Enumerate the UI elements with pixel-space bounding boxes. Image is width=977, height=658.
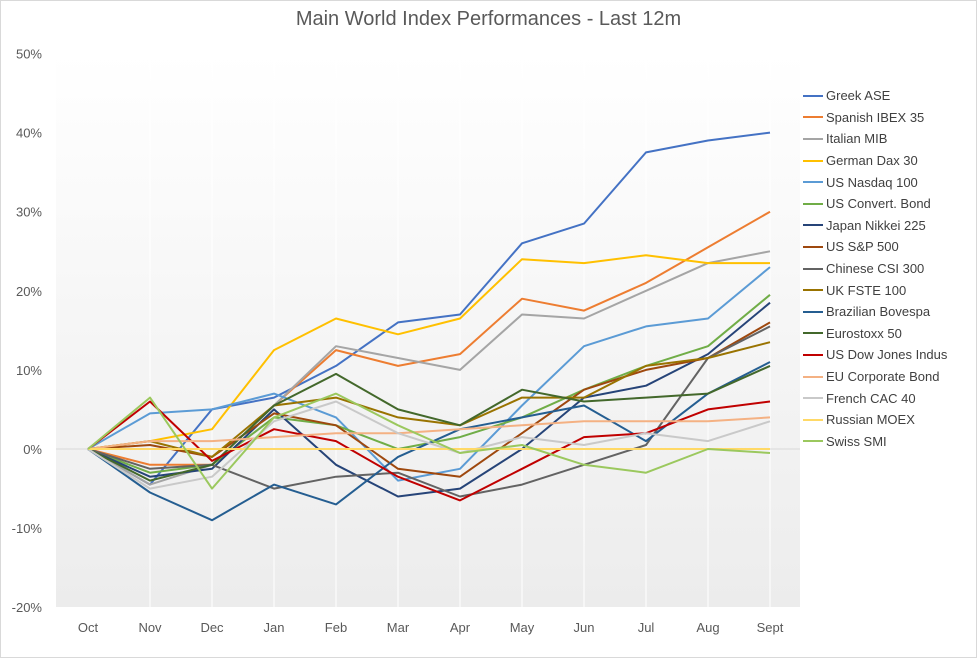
legend-swatch <box>803 289 823 292</box>
legend-label: EU Corporate Bond <box>826 369 940 385</box>
legend-swatch <box>803 418 823 421</box>
series-line-swiss-smi <box>87 392 771 490</box>
x-tick-label: Sept <box>757 620 784 635</box>
series-group <box>87 131 771 522</box>
legend-item-spanish-ibex-35: Spanish IBEX 35 <box>803 107 947 129</box>
legend-swatch <box>803 181 823 184</box>
y-tick-label: 30% <box>16 205 42 220</box>
legend-item-eu-corporate-bond: EU Corporate Bond <box>803 366 947 388</box>
series-line-us-nasdaq-100 <box>87 266 771 482</box>
legend-item-french-cac-40: French CAC 40 <box>803 387 947 409</box>
legend-label: Eurostoxx 50 <box>826 325 902 341</box>
legend-label: UK FSTE 100 <box>826 282 907 298</box>
legend-item-swiss-smi: Swiss SMI <box>803 431 947 453</box>
legend-item-us-s-p-500: US S&P 500 <box>803 236 947 258</box>
x-tick-label: Apr <box>450 620 471 635</box>
series-line-eu-corporate-bond <box>87 416 771 450</box>
legend-swatch <box>803 397 823 400</box>
legend-item-brazilian-bovespa: Brazilian Bovespa <box>803 301 947 323</box>
x-axis: Oct Nov Dec Jan Feb Mar Apr May Jun Jul Aug Sept <box>78 620 784 635</box>
legend-item-us-dow-jones-indus: US Dow Jones Indus <box>803 344 947 366</box>
y-tick-label: 50% <box>16 47 42 62</box>
legend-label: Japan Nikkei 225 <box>826 217 926 233</box>
legend-swatch <box>803 310 823 313</box>
legend-item-eurostoxx-50: Eurostoxx 50 <box>803 323 947 345</box>
legend-label: Spanish IBEX 35 <box>826 109 925 125</box>
legend-swatch <box>803 353 823 356</box>
legend-swatch <box>803 375 823 378</box>
x-tick-label: Oct <box>78 620 99 635</box>
chart-title: Main World Index Performances - Last 12m <box>295 8 682 30</box>
legend-label: German Dax 30 <box>826 153 918 169</box>
y-tick-label: 40% <box>16 126 42 141</box>
x-tick-label: Jun <box>574 620 595 635</box>
legend-swatch <box>803 224 823 227</box>
x-tick-label: Jan <box>264 620 285 635</box>
y-tick-label: 10% <box>16 363 42 378</box>
series-line-greek-ase <box>87 131 771 486</box>
legend-swatch <box>803 245 823 248</box>
legend-label: Brazilian Bovespa <box>826 304 931 320</box>
legend-item-us-convert-bond: US Convert. Bond <box>803 193 947 215</box>
y-tick-label: -10% <box>12 521 43 536</box>
series-line-german-dax-30 <box>87 254 770 450</box>
legend-item-uk-fste-100: UK FSTE 100 <box>803 279 947 301</box>
legend-label: Greek ASE <box>826 88 891 104</box>
x-tick-label: Aug <box>696 620 719 635</box>
legend-swatch <box>803 116 823 119</box>
legend-label: US S&P 500 <box>826 239 899 255</box>
legend-swatch <box>803 137 823 140</box>
y-tick-label: 20% <box>16 284 42 299</box>
legend-item-greek-ase: Greek ASE <box>803 85 947 107</box>
x-tick-label: Nov <box>138 620 162 635</box>
legend-item-italian-mib: Italian MIB <box>803 128 947 150</box>
legend-label: French CAC 40 <box>826 390 916 406</box>
x-tick-label: May <box>510 620 535 635</box>
legend-label: US Nasdaq 100 <box>826 174 918 190</box>
legend-item-chinese-csi-300: Chinese CSI 300 <box>803 258 947 280</box>
legend-swatch <box>803 267 823 270</box>
series-line-eurostoxx-50 <box>87 364 771 482</box>
legend-label: Italian MIB <box>826 131 888 147</box>
legend-item-japan-nikkei-225: Japan Nikkei 225 <box>803 215 947 237</box>
x-tick-label: Feb <box>325 620 347 635</box>
legend-label: Russian MOEX <box>826 412 915 428</box>
y-tick-label: -20% <box>12 600 43 615</box>
legend-swatch <box>803 332 823 335</box>
legend-item-russian-moex: Russian MOEX <box>803 409 947 431</box>
series-line-us-dow-jones-indus <box>87 400 771 502</box>
legend-swatch <box>803 202 823 205</box>
x-tick-label: Dec <box>200 620 224 635</box>
legend: Greek ASE Spanish IBEX 35 Italian MIB Germa… <box>803 85 947 452</box>
plot-area <box>56 53 800 607</box>
legend-label: US Dow Jones Indus <box>826 347 948 363</box>
x-tick-label: Jul <box>638 620 655 635</box>
legend-label: US Convert. Bond <box>826 196 931 212</box>
legend-item-german-dax-30: German Dax 30 <box>803 150 947 172</box>
series-line-japan-nikkei-225 <box>87 301 771 498</box>
series-line-uk-fste-100 <box>87 341 771 458</box>
legend-swatch <box>803 159 823 162</box>
series-line-chinese-csi-300 <box>87 325 771 498</box>
legend-label: Chinese CSI 300 <box>826 261 925 277</box>
series-line-french-cac-40 <box>87 400 771 490</box>
y-tick-label: 0% <box>23 442 42 457</box>
legend-item-us-nasdaq-100: US Nasdaq 100 <box>803 171 947 193</box>
legend-swatch <box>803 94 823 97</box>
legend-swatch <box>803 440 823 443</box>
x-tick-label: Mar <box>387 620 410 635</box>
legend-label: Swiss SMI <box>826 433 887 449</box>
